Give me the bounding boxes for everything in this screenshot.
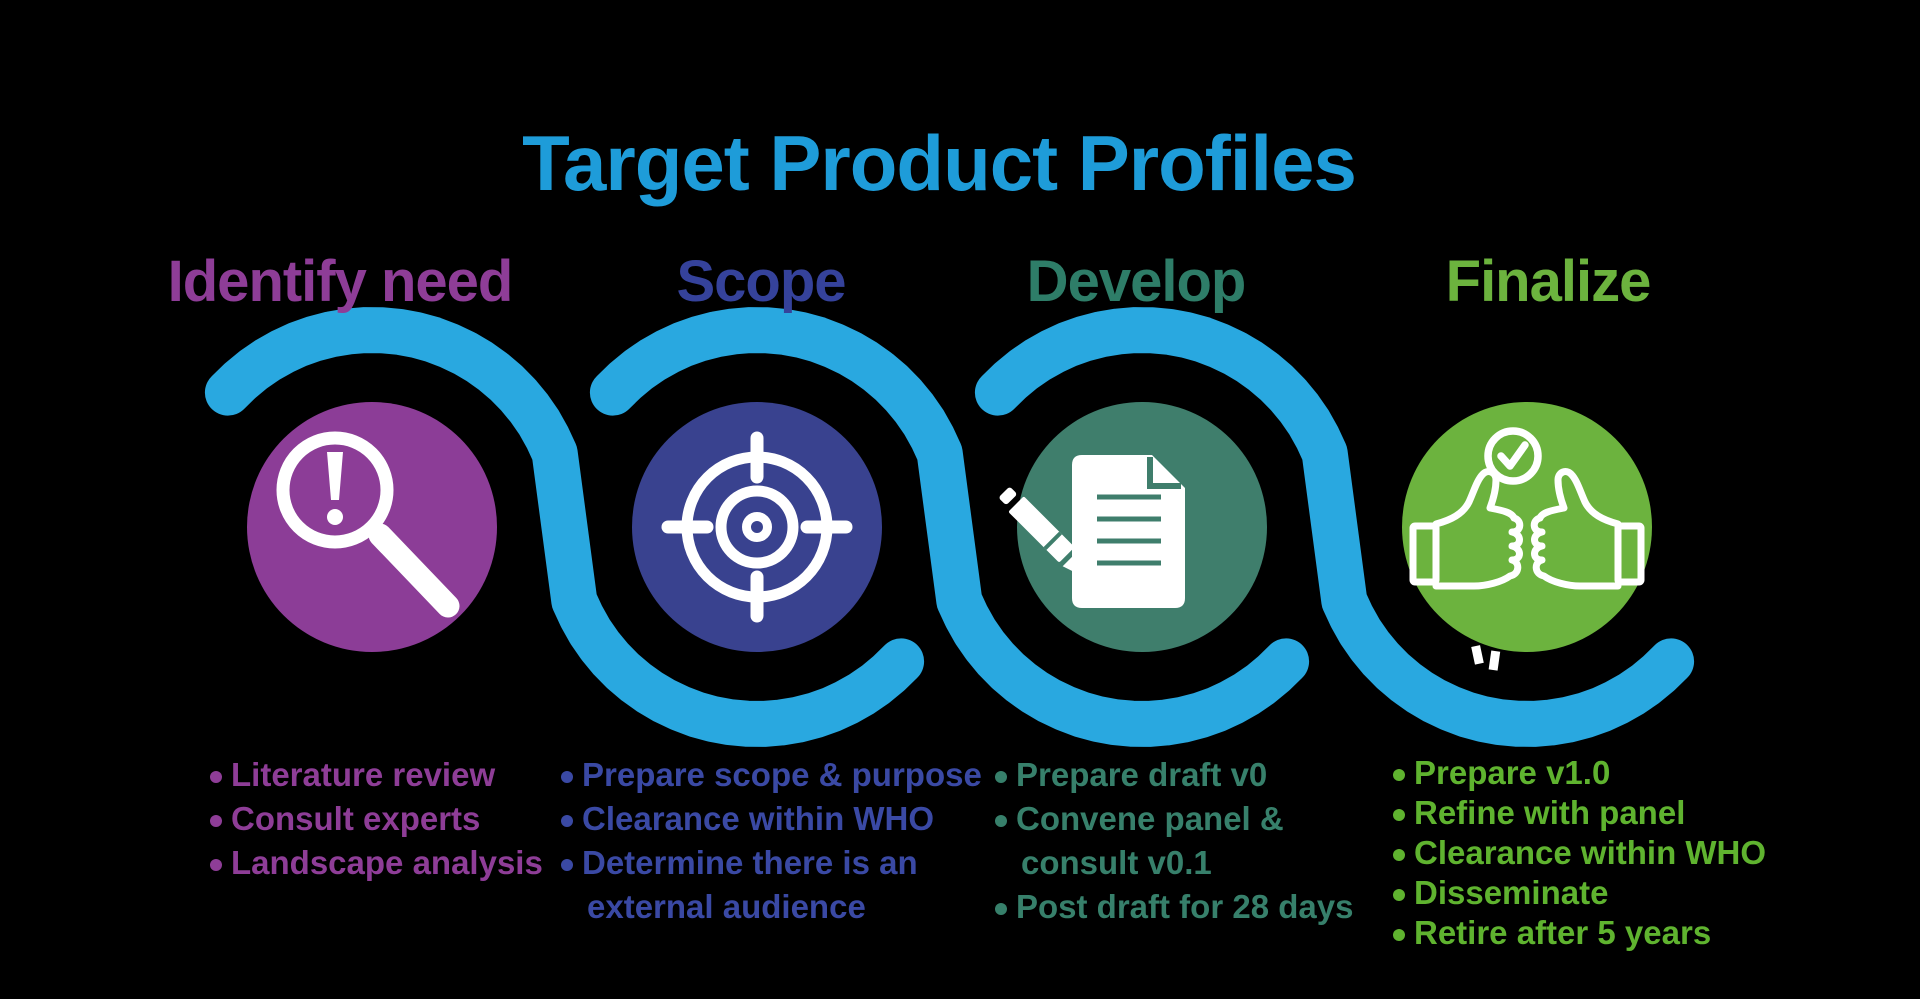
stage-heading-develop: Develop: [1026, 249, 1247, 314]
stage-heading-identify-need: Identify need: [167, 249, 514, 314]
list-item: Retire after 5 years: [1393, 913, 1766, 953]
list-item-text: Disseminate: [1414, 874, 1609, 911]
list-item: Prepare draft v0: [995, 753, 1353, 797]
list-item-text: Post draft for 28 days: [1016, 888, 1354, 925]
document-pen-icon: [999, 455, 1185, 608]
page-title: Target Product Profiles: [522, 119, 1357, 207]
list-item: Literature review: [210, 753, 543, 797]
thumb-up-right-icon: [1530, 468, 1645, 590]
bullet-dot: [210, 771, 222, 784]
list-item-text: external audience: [587, 888, 866, 925]
list-item-text: consult v0.1: [1021, 844, 1212, 881]
list-item-text: Consult experts: [231, 800, 481, 837]
bullet-dot: [210, 859, 222, 872]
flow-wave-segment-1: [204, 307, 925, 747]
bullet-dot: [995, 771, 1007, 784]
list-item: Convene panel &: [995, 797, 1353, 841]
list-item-continuation: external audience: [561, 885, 982, 929]
bullet-list-develop: Prepare draft v0 Convene panel & consult…: [995, 753, 1353, 929]
flow-wave-segment-2: [589, 307, 1310, 747]
bullet-dot: [210, 815, 222, 828]
list-item: Clearance within WHO: [1393, 833, 1766, 873]
list-item: Consult experts: [210, 797, 543, 841]
magnifier-alert-icon: [276, 431, 460, 618]
list-item-text: Prepare draft v0: [1016, 756, 1268, 793]
bullet-dot: [995, 815, 1007, 828]
pen-icon: [999, 487, 1094, 582]
list-item-text: Determine there is an: [582, 844, 918, 881]
bullet-dot: [1393, 849, 1405, 862]
impact-marks: [1471, 645, 1501, 671]
list-item: Prepare scope & purpose: [561, 753, 982, 797]
check-icon: [1484, 427, 1542, 485]
bullet-dot: [1393, 889, 1405, 902]
target-icon: [661, 431, 853, 623]
bullet-list-finalize: Prepare v1.0 Refine with panel Clearance…: [1393, 753, 1766, 953]
thumb-up-left-icon: [1409, 468, 1524, 590]
list-item: Landscape analysis: [210, 841, 543, 885]
thumbs-up-check-icon: [1409, 427, 1645, 671]
flow-wave-segment-3: [974, 307, 1695, 747]
list-item-text: Prepare scope & purpose: [582, 756, 982, 793]
bullet-list-identify-need: Literature review Consult experts Landsc…: [210, 753, 543, 885]
stage-heading-finalize: Finalize: [1445, 249, 1652, 314]
bullet-dot: [561, 815, 573, 828]
list-item: Determine there is an: [561, 841, 982, 885]
list-item: Refine with panel: [1393, 793, 1766, 833]
stage-heading-scope: Scope: [676, 249, 846, 314]
list-item-text: Refine with panel: [1414, 794, 1686, 831]
list-item-text: Prepare v1.0: [1414, 754, 1611, 791]
bullet-dot: [1393, 929, 1405, 942]
list-item: Prepare v1.0: [1393, 753, 1766, 793]
bullet-dot: [1393, 809, 1405, 822]
list-item-text: Literature review: [231, 756, 496, 793]
bullet-list-scope: Prepare scope & purpose Clearance within…: [561, 753, 982, 929]
list-item: Disseminate: [1393, 873, 1766, 913]
list-item-text: Convene panel &: [1016, 800, 1284, 837]
bullet-dot: [561, 771, 573, 784]
list-item-text: Clearance within WHO: [1414, 834, 1767, 871]
list-item-text: Retire after 5 years: [1414, 914, 1712, 951]
list-item-text: Landscape analysis: [231, 844, 543, 881]
list-item: Post draft for 28 days: [995, 885, 1353, 929]
bullet-dot: [561, 859, 573, 872]
list-item-text: Clearance within WHO: [582, 800, 935, 837]
bullet-dot: [1393, 769, 1405, 782]
list-item-continuation: consult v0.1: [995, 841, 1353, 885]
list-item: Clearance within WHO: [561, 797, 982, 841]
stage-circle-scope: [632, 402, 882, 652]
bullet-dot: [995, 903, 1007, 916]
